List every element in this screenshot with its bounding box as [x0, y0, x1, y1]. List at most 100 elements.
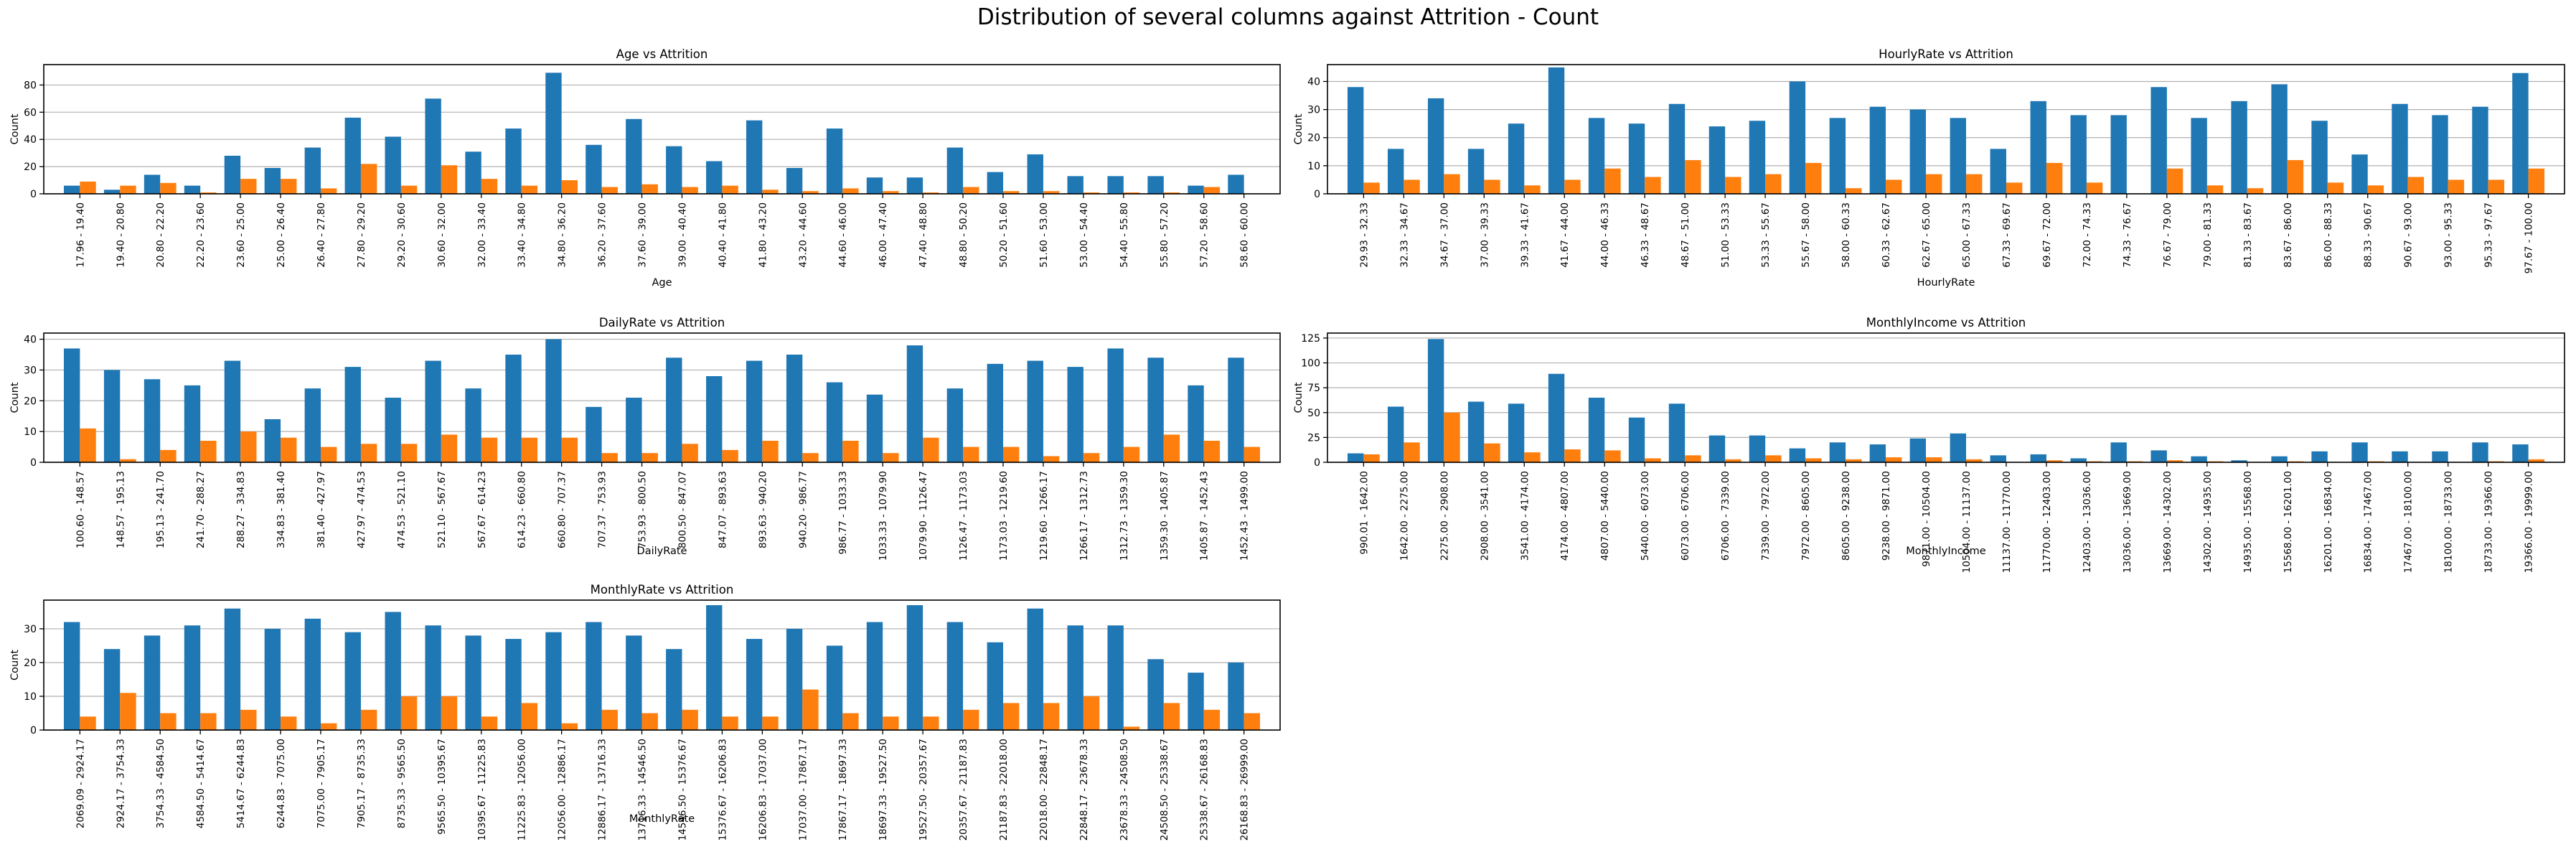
bar-series0-25: [1067, 625, 1083, 730]
bar-series0-8: [1668, 103, 1686, 194]
bar-series1-23: [1003, 191, 1020, 194]
bar-series0-24: [2311, 121, 2328, 194]
bar-series0-20: [2150, 450, 2167, 462]
x-tick-label: 39.00 - 40.40: [677, 202, 688, 268]
bar-series0-15: [666, 357, 682, 462]
bar-series1-22: [963, 709, 979, 730]
bar-series1-13: [1886, 179, 1902, 194]
bar-series1-10: [481, 716, 498, 730]
x-tick-label: 72.00 - 74.33: [2082, 202, 2093, 268]
bar-series0-29: [2512, 444, 2529, 462]
x-tick-label: 55.67 - 58.00: [1800, 202, 1812, 268]
x-tick-label: 93.00 - 95.33: [2443, 202, 2455, 268]
x-tick-label: 567.67 - 614.23: [476, 471, 488, 548]
x-tick-label: 7075.00 - 7905.17: [316, 739, 327, 828]
bar-series0-11: [505, 355, 522, 462]
bar-series0-5: [1548, 373, 1565, 462]
chart-title: Age vs Attrition: [616, 47, 708, 61]
x-tick-label: 521.10 - 567.67: [436, 471, 448, 548]
bar-series0-5: [264, 168, 281, 194]
bar-series0-5: [1548, 67, 1565, 194]
x-tick-label: 6706.00 - 7339.00: [1720, 471, 1731, 561]
bar-series1-15: [682, 709, 698, 730]
bar-series1-7: [360, 164, 377, 194]
bar-series1-1: [120, 459, 136, 462]
y-tick-label: 25: [1307, 432, 1320, 444]
bar-series0-18: [2070, 115, 2087, 194]
bar-series1-7: [360, 444, 377, 462]
bar-series0-28: [1188, 385, 1204, 462]
x-tick-label: 5440.00 - 6073.00: [1640, 471, 1651, 561]
bar-series1-21: [923, 437, 939, 462]
x-tick-label: 53.33 - 55.67: [1760, 202, 1772, 268]
axes-frame: [1327, 332, 2565, 463]
bar-series1-13: [601, 187, 618, 194]
x-tick-label: 37.60 - 39.00: [637, 202, 649, 268]
bar-series1-3: [200, 713, 217, 730]
y-axis-label: Count: [1293, 113, 1305, 144]
y-axis-label: Count: [9, 650, 21, 681]
x-tick-label: 1452.43 - 1499.00: [1239, 471, 1251, 561]
bar-series0-0: [63, 185, 80, 194]
bar-series0-24: [1027, 360, 1043, 462]
x-tick-label: 25.00 - 26.40: [276, 202, 287, 268]
bar-series0-20: [866, 177, 883, 194]
x-tick-label: 18100.00 - 18733.00: [2443, 471, 2455, 573]
bar-series1-16: [722, 185, 738, 194]
bar-series0-23: [987, 363, 1004, 462]
axes-frame: [43, 64, 1281, 195]
bar-series1-15: [682, 187, 698, 194]
bar-series1-29: [2528, 168, 2545, 194]
x-tick-label: 69.67 - 72.00: [2041, 202, 2053, 268]
bar-series1-7: [360, 709, 377, 730]
bar-series1-4: [1524, 185, 1541, 194]
bar-series0-21: [906, 177, 923, 194]
bar-series0-12: [545, 73, 562, 194]
bar-series1-27: [1163, 192, 1180, 194]
axes-frame: [1327, 64, 2565, 195]
x-tick-label: 24508.50 - 25338.67: [1159, 739, 1170, 841]
x-tick-label: 40.40 - 41.80: [717, 202, 728, 268]
bar-series0-28: [2472, 106, 2488, 194]
x-tick-label: 97.67 - 100.00: [2524, 202, 2535, 273]
x-tick-label: 22.20 - 23.60: [195, 202, 207, 268]
x-tick-label: 17.96 - 19.40: [75, 202, 86, 268]
bar-series0-15: [666, 146, 682, 194]
bar-series1-25: [1083, 696, 1100, 730]
x-tick-label: 26.40 - 27.80: [316, 202, 327, 268]
y-tick-label: 10: [24, 426, 37, 438]
bar-series0-22: [946, 147, 964, 194]
x-axis-label: DailyRate: [637, 546, 687, 557]
bar-series0-10: [465, 388, 481, 462]
x-tick-label: 1126.47 - 1173.03: [958, 471, 969, 561]
bar-series0-16: [1990, 149, 2006, 194]
x-tick-label: 8735.33 - 9565.50: [396, 739, 408, 828]
bar-series0-14: [1909, 109, 1927, 194]
x-tick-label: 17867.17 - 18697.33: [837, 739, 849, 841]
x-tick-label: 46.00 - 47.40: [878, 202, 889, 268]
bar-series0-16: [706, 605, 723, 730]
bar-series0-25: [2351, 442, 2368, 462]
x-tick-label: 58.60 - 60.00: [1239, 202, 1251, 268]
bar-series1-6: [320, 723, 337, 730]
chart-title: HourlyRate vs Attrition: [1879, 47, 2013, 61]
bar-series0-22: [946, 388, 964, 462]
x-tick-label: 44.60 - 46.00: [837, 202, 849, 268]
x-tick-label: 7905.17 - 8735.33: [356, 739, 367, 828]
bar-series1-10: [481, 179, 498, 194]
bar-series0-8: [1668, 403, 1686, 462]
bar-series0-24: [1027, 154, 1043, 194]
bar-series0-13: [586, 144, 602, 194]
bar-series0-17: [746, 120, 763, 194]
x-tick-label: 18733.00 - 19366.00: [2483, 471, 2495, 573]
bar-series1-17: [2046, 162, 2063, 194]
bar-series1-4: [240, 431, 257, 462]
bar-series0-1: [1387, 149, 1404, 194]
x-tick-label: 22848.17 - 23678.33: [1078, 739, 1090, 841]
y-tick-label: 60: [24, 107, 37, 118]
bar-series0-19: [826, 128, 843, 194]
bar-series1-24: [1043, 703, 1060, 730]
chart-title: MonthlyRate vs Attrition: [591, 583, 734, 597]
bar-series1-11: [521, 703, 538, 730]
x-tick-label: 19.40 - 20.80: [115, 202, 126, 268]
